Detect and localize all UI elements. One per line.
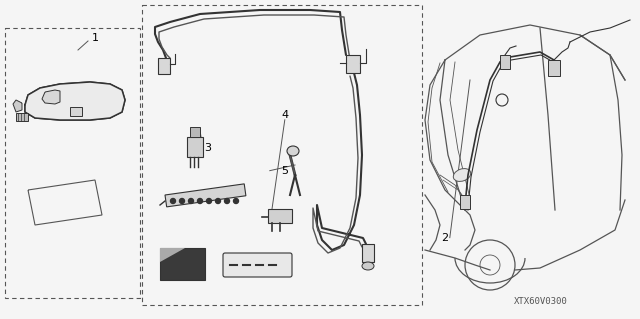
Bar (548, 60, 560, 76)
Bar (5, 28, 140, 298)
Bar (160, 248, 205, 280)
Bar (158, 58, 170, 74)
Bar (500, 55, 510, 69)
PathPatch shape (13, 100, 22, 112)
Bar (460, 195, 470, 209)
Bar (165, 184, 246, 207)
Circle shape (234, 198, 239, 204)
Bar (362, 244, 374, 262)
FancyBboxPatch shape (223, 253, 292, 277)
Circle shape (170, 198, 175, 204)
Ellipse shape (287, 146, 299, 156)
Circle shape (189, 198, 193, 204)
Bar (187, 137, 203, 157)
Ellipse shape (453, 168, 470, 182)
Bar (190, 127, 200, 137)
Text: 5: 5 (282, 166, 288, 176)
Bar (142, 5, 422, 305)
Text: XTX60V0300: XTX60V0300 (514, 297, 568, 306)
Text: 3: 3 (205, 143, 211, 153)
Circle shape (179, 198, 184, 204)
Polygon shape (160, 248, 185, 262)
PathPatch shape (25, 82, 125, 120)
Bar (16, 113, 28, 121)
Text: 2: 2 (441, 233, 449, 243)
PathPatch shape (42, 90, 60, 104)
Bar (268, 209, 292, 223)
Ellipse shape (362, 262, 374, 270)
Text: 1: 1 (92, 33, 99, 43)
Circle shape (198, 198, 202, 204)
Circle shape (216, 198, 221, 204)
Circle shape (207, 198, 211, 204)
Bar (70, 107, 82, 116)
Circle shape (225, 198, 230, 204)
Text: 4: 4 (281, 110, 289, 120)
Bar (346, 55, 360, 73)
